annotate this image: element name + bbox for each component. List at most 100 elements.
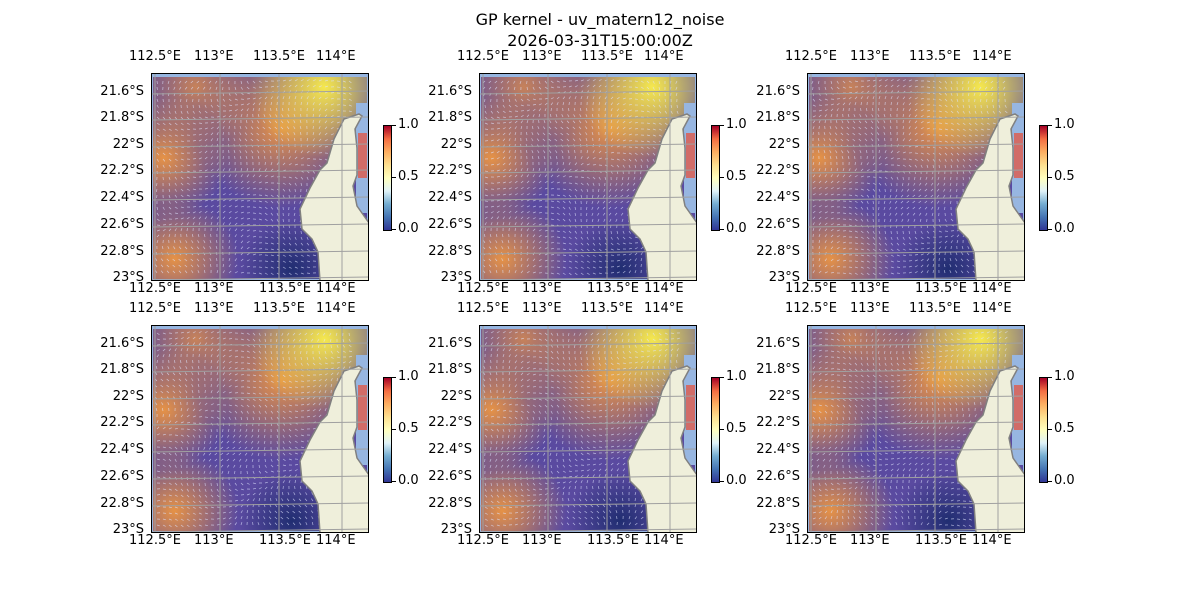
colorbar bbox=[711, 125, 720, 231]
colorbar-tick: 1.0 bbox=[1048, 369, 1075, 384]
colorbar-tick: 0.5 bbox=[1048, 421, 1075, 436]
lon-tick-top: 112.5°E bbox=[457, 301, 509, 316]
lat-tick: 22.8°S bbox=[756, 496, 800, 511]
lon-tick-top: 113.5°E bbox=[909, 301, 961, 316]
lon-tick-bottom: 113°E bbox=[194, 533, 234, 548]
lon-tick-bottom: 113.5°E bbox=[587, 281, 639, 296]
lon-tick-top: 114°E bbox=[316, 49, 356, 64]
lon-tick-top: 113°E bbox=[522, 301, 562, 316]
lat-tick: 22°S bbox=[768, 137, 800, 152]
lat-tick: 22°S bbox=[112, 137, 144, 152]
colorbar-tick: 1.0 bbox=[392, 117, 419, 132]
lon-tick-bottom: 114°E bbox=[644, 533, 684, 548]
lat-tick: 22.2°S bbox=[100, 415, 144, 430]
lon-tick-bottom: 114°E bbox=[972, 533, 1012, 548]
axes-frame bbox=[479, 73, 697, 281]
lon-tick-top: 113°E bbox=[194, 49, 234, 64]
lat-tick: 23°S bbox=[112, 270, 144, 285]
map-panel-5 bbox=[479, 325, 697, 533]
lat-tick: 22°S bbox=[768, 389, 800, 404]
lat-tick: 22.8°S bbox=[100, 244, 144, 259]
colorbar-tick: 1.0 bbox=[392, 369, 419, 384]
colorbar-tick: 0.0 bbox=[720, 473, 747, 488]
colorbar-tick: 0.5 bbox=[720, 421, 747, 436]
colorbar-tick: 1.0 bbox=[720, 369, 747, 384]
lon-tick-bottom: 112.5°E bbox=[457, 533, 509, 548]
lat-tick: 23°S bbox=[768, 270, 800, 285]
lon-tick-bottom: 114°E bbox=[972, 281, 1012, 296]
colorbar-tick: 1.0 bbox=[1048, 117, 1075, 132]
lat-tick: 22.4°S bbox=[756, 190, 800, 205]
colorbar-tick: 0.5 bbox=[1048, 169, 1075, 184]
lon-tick-bottom: 114°E bbox=[644, 281, 684, 296]
lon-tick-top: 112.5°E bbox=[785, 49, 837, 64]
lat-tick: 22.2°S bbox=[756, 415, 800, 430]
lon-tick-top: 112.5°E bbox=[785, 301, 837, 316]
lon-tick-bottom: 113.5°E bbox=[259, 533, 311, 548]
colorbar-tick: 0.0 bbox=[1048, 473, 1075, 488]
lon-tick-bottom: 113.5°E bbox=[915, 533, 967, 548]
lon-tick-top: 113.5°E bbox=[253, 301, 305, 316]
axes-frame bbox=[151, 73, 369, 281]
lat-tick: 23°S bbox=[768, 522, 800, 537]
gridlines bbox=[807, 325, 1025, 533]
colorbar bbox=[383, 377, 392, 483]
lat-tick: 22.6°S bbox=[756, 469, 800, 484]
lat-tick: 22.4°S bbox=[428, 190, 472, 205]
lon-tick-bottom: 114°E bbox=[316, 533, 356, 548]
lat-tick: 21.6°S bbox=[428, 84, 472, 99]
lon-tick-top: 113.5°E bbox=[581, 301, 633, 316]
axes-frame bbox=[807, 325, 1025, 533]
lat-tick: 22°S bbox=[440, 137, 472, 152]
colorbar-tick: 0.5 bbox=[720, 169, 747, 184]
lat-tick: 22.6°S bbox=[100, 217, 144, 232]
lat-tick: 22.8°S bbox=[756, 244, 800, 259]
gridlines bbox=[479, 325, 697, 533]
map-panel-2 bbox=[479, 73, 697, 281]
lat-tick: 22.8°S bbox=[428, 496, 472, 511]
lon-tick-top: 114°E bbox=[316, 301, 356, 316]
lat-tick: 21.8°S bbox=[756, 362, 800, 377]
map-panel-1 bbox=[151, 73, 369, 281]
lat-tick: 21.8°S bbox=[428, 110, 472, 125]
lat-tick: 21.6°S bbox=[428, 336, 472, 351]
map-panel-4 bbox=[151, 325, 369, 533]
lon-tick-top: 114°E bbox=[972, 49, 1012, 64]
lat-tick: 22.6°S bbox=[756, 217, 800, 232]
colorbar bbox=[1039, 377, 1048, 483]
lon-tick-top: 113.5°E bbox=[581, 49, 633, 64]
lon-tick-bottom: 113.5°E bbox=[259, 281, 311, 296]
lat-tick: 22.2°S bbox=[100, 163, 144, 178]
lon-tick-top: 114°E bbox=[644, 49, 684, 64]
lat-tick: 23°S bbox=[440, 270, 472, 285]
lat-tick: 22.2°S bbox=[428, 415, 472, 430]
lon-tick-top: 113°E bbox=[522, 49, 562, 64]
lat-tick: 21.6°S bbox=[100, 84, 144, 99]
lat-tick: 23°S bbox=[440, 522, 472, 537]
lat-tick: 22.8°S bbox=[428, 244, 472, 259]
lat-tick: 21.8°S bbox=[756, 110, 800, 125]
lat-tick: 21.6°S bbox=[756, 336, 800, 351]
lat-tick: 21.8°S bbox=[428, 362, 472, 377]
lon-tick-bottom: 113°E bbox=[850, 281, 890, 296]
lat-tick: 21.8°S bbox=[100, 110, 144, 125]
colorbar-tick: 0.0 bbox=[720, 221, 747, 236]
colorbar-tick: 0.0 bbox=[1048, 221, 1075, 236]
lat-tick: 22.4°S bbox=[100, 190, 144, 205]
lon-tick-bottom: 113.5°E bbox=[587, 533, 639, 548]
lat-tick: 22.2°S bbox=[756, 163, 800, 178]
lon-tick-bottom: 113°E bbox=[850, 533, 890, 548]
lon-tick-bottom: 113°E bbox=[522, 281, 562, 296]
lon-tick-bottom: 113°E bbox=[522, 533, 562, 548]
axes-frame bbox=[479, 325, 697, 533]
gridlines bbox=[151, 325, 369, 533]
lon-tick-top: 114°E bbox=[972, 301, 1012, 316]
gridlines bbox=[479, 73, 697, 281]
figure-subtitle: 2026-03-31T15:00:00Z bbox=[507, 31, 693, 50]
lon-tick-top: 113.5°E bbox=[909, 49, 961, 64]
lon-tick-top: 113°E bbox=[194, 301, 234, 316]
lat-tick: 22.6°S bbox=[428, 469, 472, 484]
map-panel-3 bbox=[807, 73, 1025, 281]
lon-tick-top: 113.5°E bbox=[253, 49, 305, 64]
